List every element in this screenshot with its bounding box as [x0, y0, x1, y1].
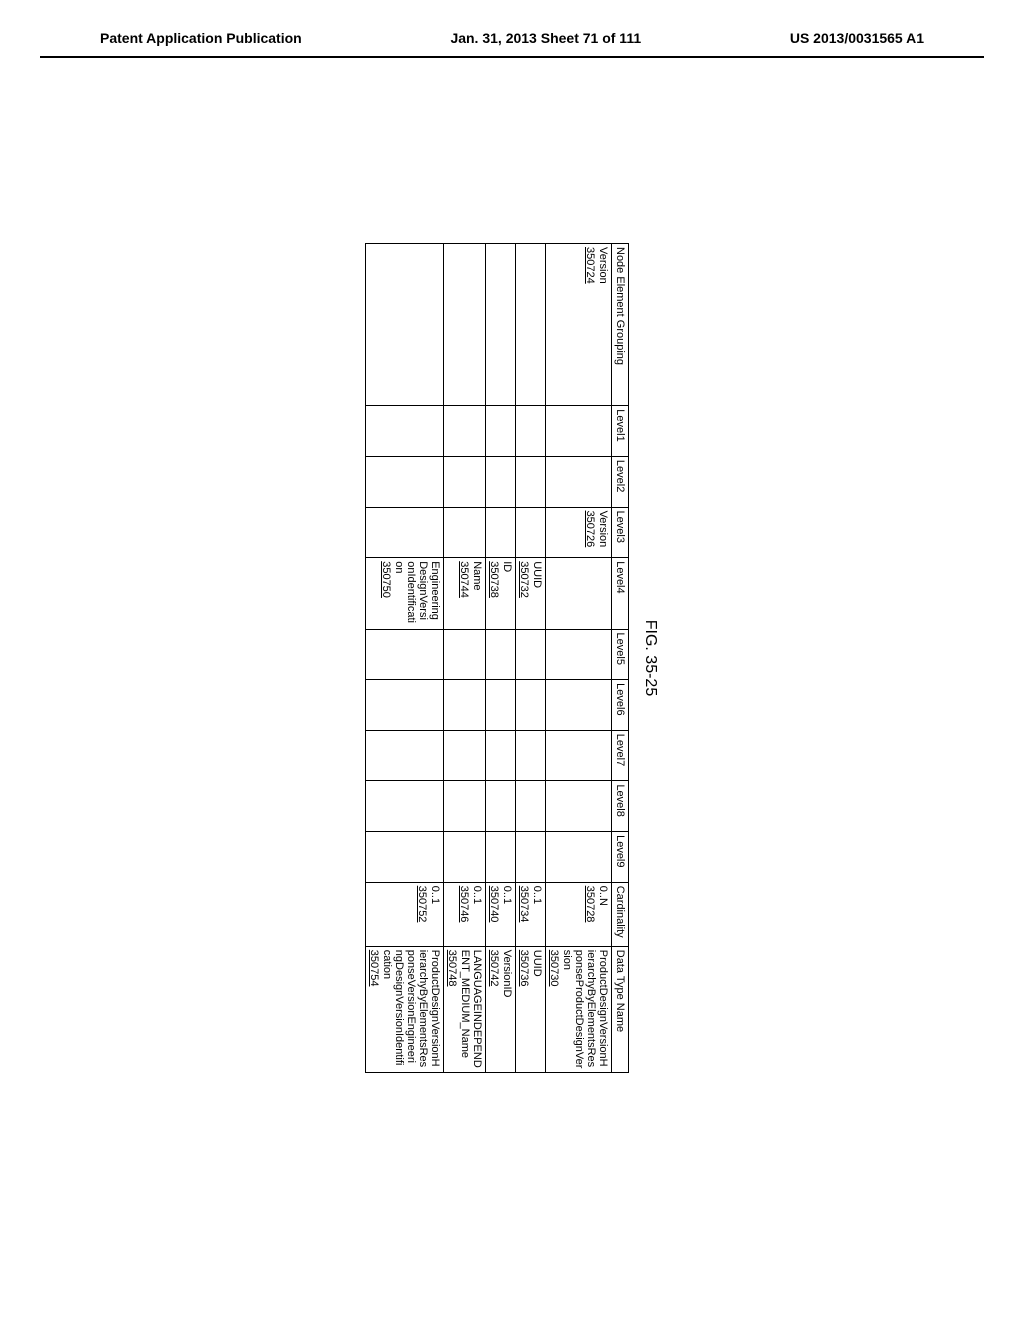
cell-text: LANGUAGEINDEPENDENT_MEDIUM_Name — [459, 950, 483, 1069]
col-header: Level3 — [612, 507, 629, 558]
cell-ref: 350742 — [488, 950, 500, 1069]
col-header: Level6 — [612, 680, 629, 731]
cell-text: 0..1 — [429, 886, 441, 943]
cell-text: UUID — [531, 561, 543, 625]
cell-text: 0..1 — [471, 886, 483, 943]
cell-text: VersionID — [501, 950, 513, 1069]
figure-label: FIG. 35-25 — [641, 243, 659, 1073]
cell-ref: 350744 — [458, 561, 470, 625]
data-table: Node Element Grouping Level1 Level2 Leve… — [365, 243, 629, 1073]
content-area: FIG. 35-25 Node Element Grouping Level1 … — [0, 58, 1024, 1258]
cell-ref: 350734 — [518, 886, 530, 943]
cell-ref: 350726 — [584, 511, 596, 555]
page-header: Patent Application Publication Jan. 31, … — [40, 0, 984, 58]
rotated-figure: FIG. 35-25 Node Element Grouping Level1 … — [365, 243, 659, 1073]
cell-ref: 350746 — [458, 886, 470, 943]
col-header: Node Element Grouping — [612, 244, 629, 406]
cell-text: Version — [597, 247, 609, 402]
header-left: Patent Application Publication — [100, 30, 302, 46]
cell-text: ID — [501, 561, 513, 625]
col-header: Level1 — [612, 406, 629, 457]
col-header: Level7 — [612, 730, 629, 781]
table-row: ID 350738 0..1 350740 VersionID 350742 — [486, 244, 516, 1073]
table-row: Name 350744 0..1 350746 LANGUAGEINDEPEND… — [444, 244, 486, 1073]
cell-ref: 350738 — [488, 561, 500, 625]
cell-ref: 350750 — [380, 561, 392, 625]
cell-text: ProductDesignVersionHierarchyByElementsR… — [561, 950, 609, 1069]
col-header: Level5 — [612, 629, 629, 680]
cell-ref: 350728 — [584, 886, 596, 943]
col-header: Level4 — [612, 558, 629, 629]
cell-ref: 350724 — [584, 247, 596, 402]
col-header: Data Type Name — [612, 946, 629, 1072]
cell-text: ProductDesignVersionHierarchyByElementsR… — [381, 950, 441, 1069]
cell-ref: 350752 — [416, 886, 428, 943]
cell-text: 0..1 — [501, 886, 513, 943]
col-header: Cardinality — [612, 882, 629, 946]
cell-text: Version — [597, 511, 609, 555]
cell-ref: 350732 — [518, 561, 530, 625]
cell-text: 0..N — [597, 886, 609, 943]
cell-ref: 350748 — [446, 950, 458, 1069]
header-center: Jan. 31, 2013 Sheet 71 of 111 — [450, 30, 641, 46]
col-header: Level8 — [612, 781, 629, 832]
table-body: Version 350724 Version 350726 0..N 35072… — [366, 244, 612, 1073]
cell-text: Name — [471, 561, 483, 625]
cell-text: EngineeringDesignVersionIdentification — [393, 561, 441, 625]
cell-ref: 350736 — [518, 950, 530, 1069]
table-row: UUID 350732 0..1 350734 UUID 350736 — [516, 244, 546, 1073]
table-row: Version 350724 Version 350726 0..N 35072… — [546, 244, 612, 1073]
table-row: EngineeringDesignVersionIdentification 3… — [366, 244, 444, 1073]
cell-ref: 350730 — [548, 950, 560, 1069]
col-header: Level2 — [612, 456, 629, 507]
cell-text: UUID — [531, 950, 543, 1069]
col-header: Level9 — [612, 832, 629, 883]
table-header-row: Node Element Grouping Level1 Level2 Leve… — [612, 244, 629, 1073]
cell-ref: 350754 — [368, 950, 380, 1069]
header-right: US 2013/0031565 A1 — [790, 30, 924, 46]
cell-ref: 350740 — [488, 886, 500, 943]
cell-text: 0..1 — [531, 886, 543, 943]
